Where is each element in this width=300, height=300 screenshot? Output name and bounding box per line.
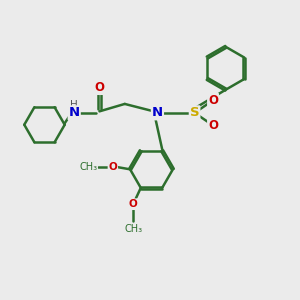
Text: O: O (109, 162, 117, 172)
Text: O: O (129, 199, 138, 209)
Text: S: S (190, 106, 200, 119)
Text: N: N (69, 106, 80, 119)
Text: CH₃: CH₃ (80, 162, 98, 172)
Text: O: O (94, 81, 104, 94)
Text: O: O (208, 94, 218, 107)
Text: CH₃: CH₃ (124, 224, 142, 234)
Text: O: O (208, 119, 218, 132)
Text: N: N (152, 106, 163, 119)
Text: H: H (70, 100, 78, 110)
